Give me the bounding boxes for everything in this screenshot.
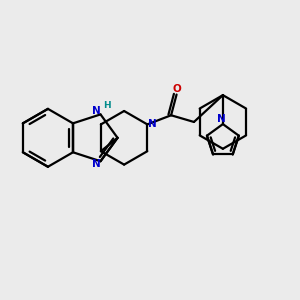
Text: H: H: [103, 101, 111, 110]
Text: N: N: [217, 114, 226, 124]
Text: N: N: [148, 119, 157, 129]
Text: N: N: [92, 159, 100, 169]
Text: O: O: [172, 84, 181, 94]
Text: N: N: [92, 106, 100, 116]
